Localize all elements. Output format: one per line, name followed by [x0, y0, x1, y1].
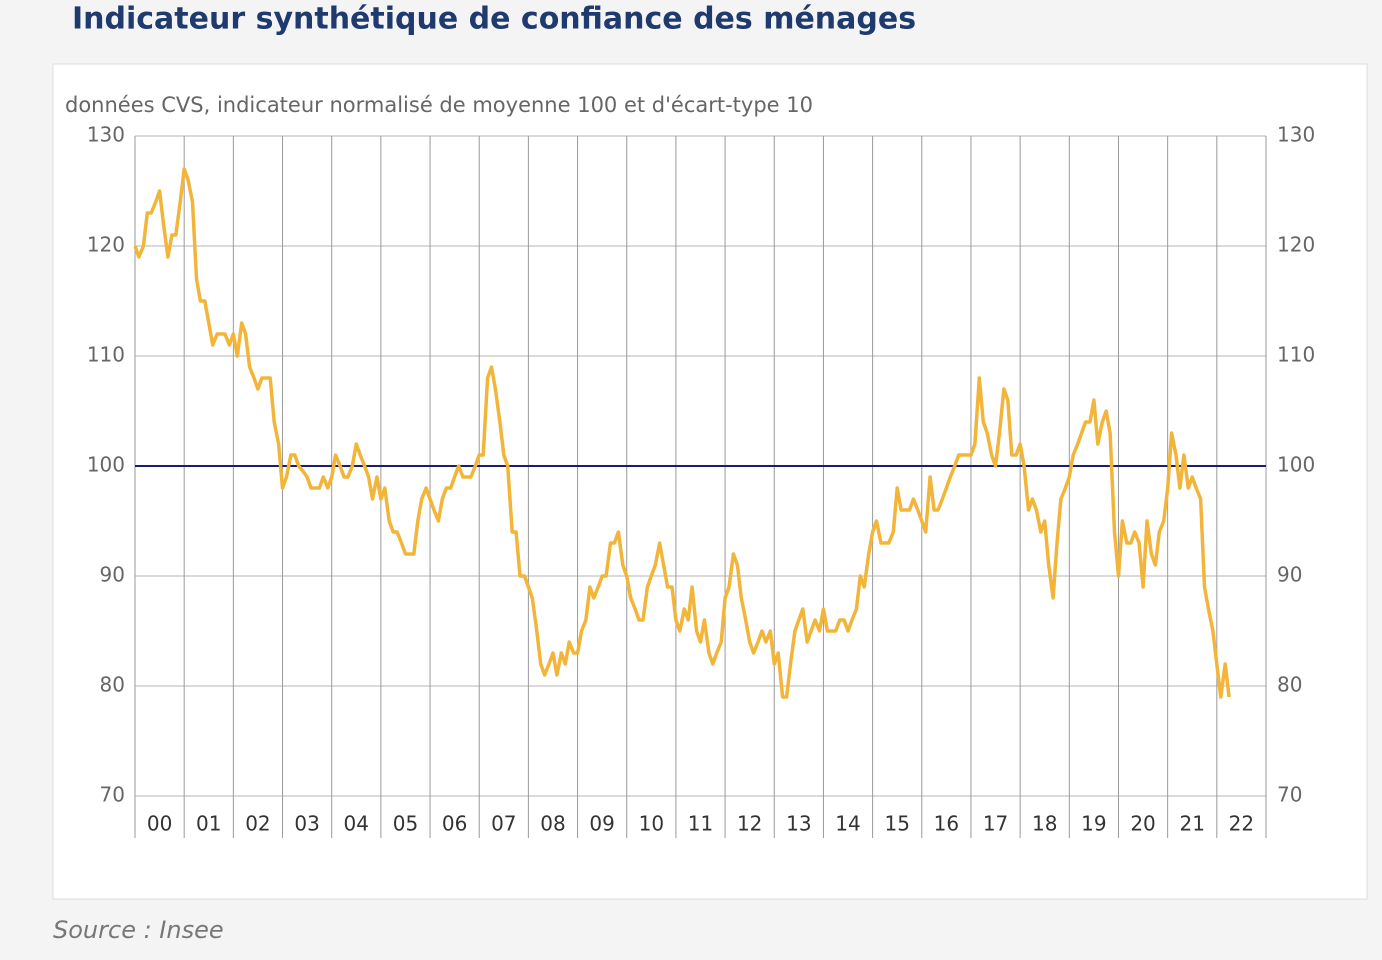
x-tick-label: 02: [245, 812, 270, 836]
x-tick-label: 04: [344, 812, 369, 836]
y2-tick-label: 130: [1277, 123, 1315, 147]
x-tick-label: 21: [1180, 812, 1205, 836]
y2-tick-label: 90: [1277, 563, 1302, 587]
chart-title: Indicateur synthétique de confiance des …: [72, 2, 916, 37]
chart-subtitle: données CVS, indicateur normalisé de moy…: [65, 93, 813, 117]
y-tick-label: 90: [100, 563, 125, 587]
data-line: [133, 167, 1231, 699]
x-tick-label: 13: [786, 812, 811, 836]
x-tick-label: 14: [835, 812, 860, 836]
x-tick-label: 11: [688, 812, 713, 836]
x-tick-label: 10: [639, 812, 664, 836]
y-tick-label: 110: [87, 343, 125, 367]
y2-tick-label: 100: [1277, 453, 1315, 477]
y2-tick-label: 110: [1277, 343, 1315, 367]
x-tick-label: 16: [934, 812, 959, 836]
x-tick-label: 19: [1081, 812, 1106, 836]
x-tick-label: 18: [1032, 812, 1057, 836]
y2-tick-label: 70: [1277, 783, 1302, 807]
y-tick-label: 70: [100, 783, 125, 807]
y-tick-label: 130: [87, 123, 125, 147]
x-tick-label: 07: [491, 812, 516, 836]
x-tick-label: 01: [196, 812, 221, 836]
y2-tick-label: 120: [1277, 233, 1315, 257]
y-tick-label: 120: [87, 233, 125, 257]
x-tick-label: 09: [589, 812, 614, 836]
y-tick-label: 80: [100, 673, 125, 697]
x-tick-label: 17: [983, 812, 1008, 836]
x-tick-label: 03: [294, 812, 319, 836]
x-tick-label: 12: [737, 812, 762, 836]
chart-panel: [52, 63, 1368, 900]
source: Source : Insee: [53, 916, 224, 944]
y-tick-label: 100: [87, 453, 125, 477]
x-tick-label: 15: [884, 812, 909, 836]
x-tick-label: 20: [1130, 812, 1155, 836]
y2-tick-label: 80: [1277, 673, 1302, 697]
x-tick-label: 05: [393, 812, 418, 836]
x-tick-label: 08: [540, 812, 565, 836]
x-tick-label: 00: [147, 812, 172, 836]
x-tick-label: 22: [1229, 812, 1254, 836]
x-tick-label: 06: [442, 812, 467, 836]
